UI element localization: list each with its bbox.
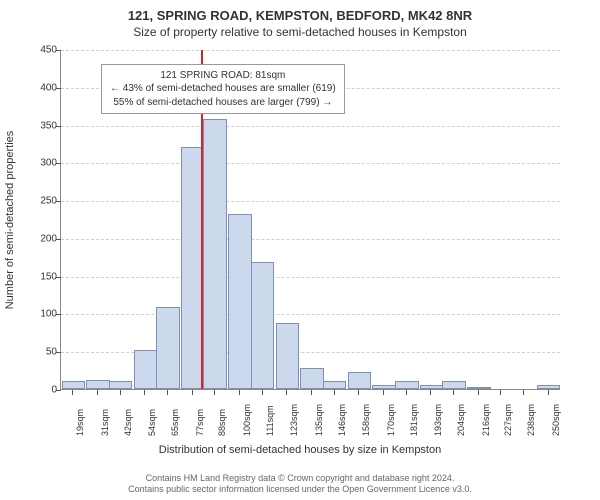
x-tick-label: 31sqm: [100, 409, 110, 436]
y-tick-label: 100: [9, 309, 57, 320]
histogram-bar: [323, 381, 347, 389]
y-tick-label: 150: [9, 271, 57, 282]
x-tick-label: 158sqm: [361, 404, 371, 436]
y-tick-label: 200: [9, 233, 57, 244]
histogram-bar: [395, 381, 419, 389]
footer-attribution: Contains HM Land Registry data © Crown c…: [0, 473, 600, 496]
x-tick-label: 100sqm: [242, 404, 252, 436]
histogram-bar: [251, 262, 275, 389]
y-tick-label: 350: [9, 120, 57, 131]
figure: 121, SPRING ROAD, KEMPSTON, BEDFORD, MK4…: [0, 0, 600, 500]
x-tick-label: 88sqm: [217, 409, 227, 436]
annotation-line-3: 55% of semi-detached houses are larger (…: [110, 96, 336, 110]
histogram-bar: [442, 381, 466, 389]
x-tick-label: 238sqm: [526, 404, 536, 436]
x-tick-label: 250sqm: [551, 404, 561, 436]
annotation-box: 121 SPRING ROAD: 81sqm ← 43% of semi-det…: [101, 64, 345, 115]
plot-area: 050100150200250300350400450 121 SPRING R…: [60, 50, 560, 390]
x-tick-label: 227sqm: [503, 404, 513, 436]
x-tick-label: 193sqm: [433, 404, 443, 436]
x-tick-label: 123sqm: [289, 404, 299, 436]
y-tick-label: 50: [9, 347, 57, 358]
x-tick-label: 19sqm: [75, 409, 85, 436]
x-axis-label: Distribution of semi-detached houses by …: [0, 444, 600, 456]
x-tick-label: 216sqm: [481, 404, 491, 436]
histogram-bar: [134, 350, 158, 389]
histogram-bar: [537, 385, 561, 389]
histogram-bar: [86, 380, 110, 389]
annotation-line-2: ← 43% of semi-detached houses are smalle…: [110, 82, 336, 96]
histogram-bar: [276, 323, 300, 389]
y-tick-label: 400: [9, 82, 57, 93]
x-tick-label: 170sqm: [386, 404, 396, 436]
footer-line-1: Contains HM Land Registry data © Crown c…: [0, 473, 600, 485]
histogram-bar: [467, 387, 491, 389]
histogram-bar: [156, 307, 180, 389]
y-tick-label: 450: [9, 45, 57, 56]
x-tick-label: 77sqm: [195, 409, 205, 436]
x-tick-label: 181sqm: [409, 404, 419, 436]
chart-title: 121, SPRING ROAD, KEMPSTON, BEDFORD, MK4…: [0, 0, 600, 23]
histogram-bar: [420, 385, 444, 389]
histogram-bar: [228, 214, 252, 389]
x-tick-label: 135sqm: [314, 404, 324, 436]
histogram-bar: [62, 381, 86, 389]
y-tick-label: 300: [9, 158, 57, 169]
x-tick-label: 204sqm: [456, 404, 466, 436]
x-tick-label: 54sqm: [147, 409, 157, 436]
footer-line-2: Contains public sector information licen…: [0, 484, 600, 496]
histogram-bar: [109, 381, 133, 389]
chart-subtitle: Size of property relative to semi-detach…: [0, 23, 600, 39]
histogram-bar: [372, 385, 396, 389]
x-tick-label: 42sqm: [123, 409, 133, 436]
histogram-bar: [348, 372, 372, 389]
y-tick-label: 250: [9, 196, 57, 207]
x-ticks: 19sqm 31sqm 42sqm 54sqm 65sqm 77sqm 88sqm 100sq…: [60, 392, 560, 442]
histogram-bar: [300, 368, 324, 389]
x-tick-label: 146sqm: [337, 404, 347, 436]
x-tick-label: 65sqm: [170, 409, 180, 436]
histogram-bar: [203, 119, 227, 389]
y-tick-label: 0: [9, 385, 57, 396]
annotation-line-1: 121 SPRING ROAD: 81sqm: [110, 69, 336, 83]
x-tick-label: 111sqm: [265, 405, 275, 436]
